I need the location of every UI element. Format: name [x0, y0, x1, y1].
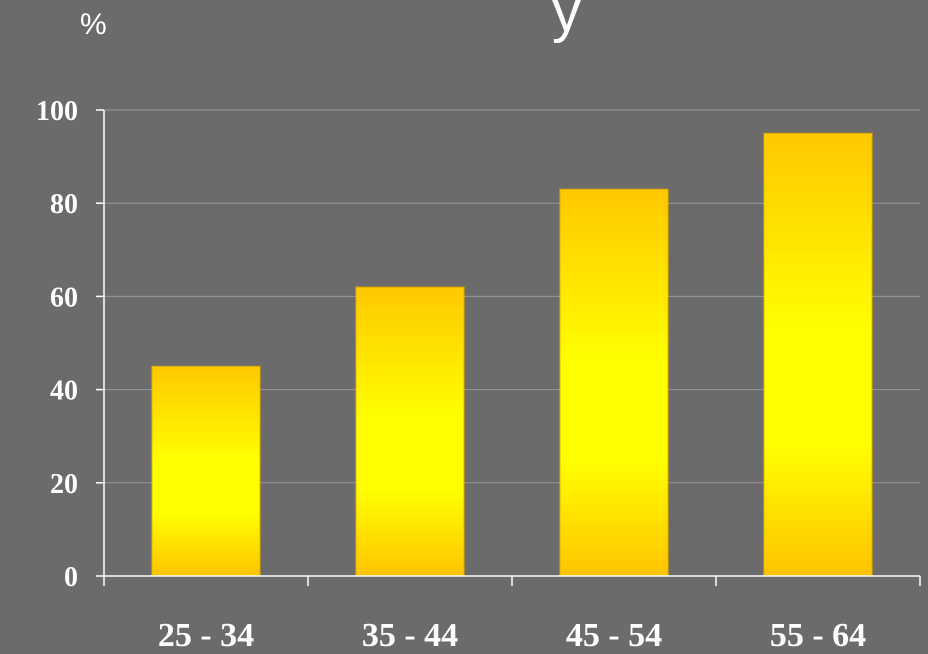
bars [151, 132, 873, 577]
x-tick-label: 55 - 64 [770, 617, 866, 654]
x-tick-label: 45 - 54 [566, 617, 662, 654]
bar [559, 188, 669, 577]
bar [151, 365, 261, 577]
y-tick-label: 80 [50, 189, 78, 220]
chart-title-fragment: y [552, 0, 581, 44]
y-axis-unit-label: % [80, 8, 107, 41]
y-tick-label: 40 [50, 376, 78, 407]
y-tick-label: 0 [64, 562, 78, 593]
y-tick-label: 20 [50, 469, 78, 500]
y-tick-label: 60 [50, 282, 78, 313]
axes [96, 109, 921, 586]
bar [763, 132, 873, 577]
bar [355, 286, 465, 577]
y-tick-label: 100 [36, 96, 78, 127]
x-tick-label: 35 - 44 [362, 617, 458, 654]
x-tick-label: 25 - 34 [158, 617, 254, 654]
tick-labels: 0 20 40 60 80 100 25 - 34 35 - 44 45 - 54 55 - 64 [36, 96, 866, 654]
